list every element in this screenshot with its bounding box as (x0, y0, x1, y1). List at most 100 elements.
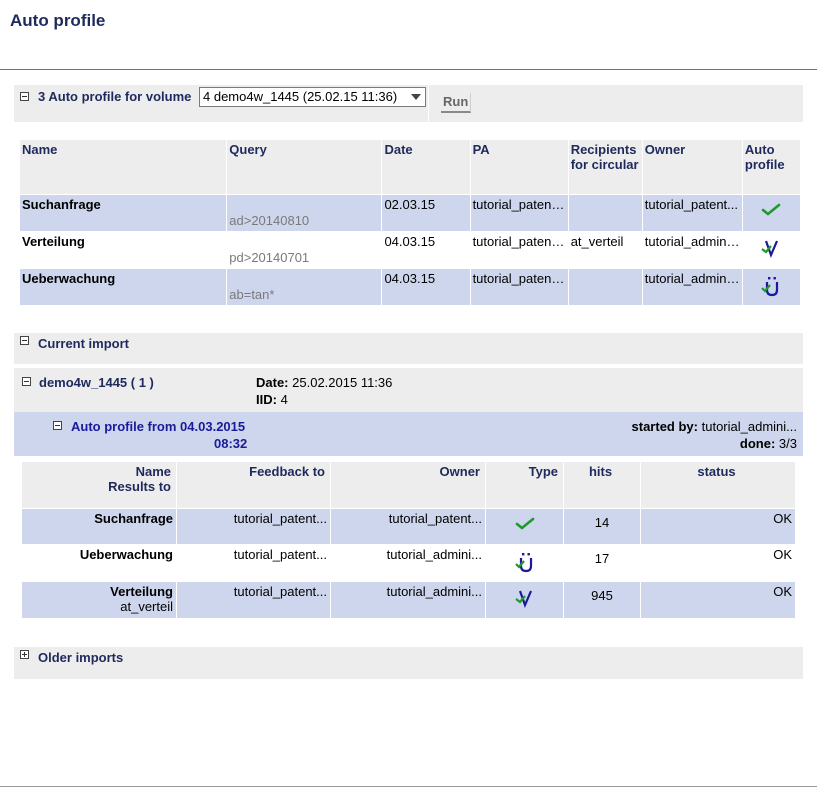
collapse-volume-icon[interactable] (22, 377, 31, 386)
check-icon[interactable] (761, 201, 781, 217)
import-iid-label: IID: (256, 392, 277, 407)
result-results-to: at_verteil (120, 599, 173, 614)
result-name[interactable]: Ueberwachung (22, 545, 176, 581)
result-owner: tutorial_patent... (331, 509, 485, 544)
results-table: Name Results to Feedback to Owner Type h… (21, 461, 796, 619)
col-date-header[interactable]: Date (382, 140, 470, 194)
result-status: OK (641, 509, 795, 544)
result-feedback: tutorial_patent... (177, 545, 330, 581)
col-results-to-label: Results to (108, 479, 171, 494)
result-feedback: tutorial_patent... (177, 509, 330, 544)
import-date: Date: 25.02.2015 11:36 (256, 375, 392, 390)
col-name-label: Name (135, 464, 171, 479)
result-name-text: Verteilung (110, 584, 173, 599)
profile-date: 02.03.15 (382, 195, 470, 231)
result-status: OK (641, 582, 795, 618)
done-value: 3/3 (778, 436, 797, 451)
col-hits-header[interactable]: hits (564, 462, 640, 508)
result-name[interactable]: Verteilung at_verteil (22, 582, 176, 618)
collapse-profiles-icon[interactable] (20, 92, 29, 101)
collapse-auto-profile-icon[interactable] (53, 421, 62, 430)
import-volume-name[interactable]: demo4w_1445 ( 1 ) (39, 375, 154, 390)
auto-profile-run-title[interactable]: Auto profile from 04.03.2015 (71, 419, 246, 434)
col-query-header[interactable]: Query (227, 140, 382, 194)
profile-owner: tutorial_admini... (642, 232, 742, 268)
import-date-label: Date: (256, 375, 289, 390)
result-status: OK (641, 545, 795, 581)
check-icon (515, 515, 535, 531)
toolbar-separator (428, 85, 429, 122)
started-by-value: tutorial_admini... (701, 419, 797, 434)
auto-profile-run-band (14, 412, 803, 456)
col-name-results-header[interactable]: Name Results to (22, 462, 176, 508)
col-status-header[interactable]: status (641, 462, 795, 508)
import-volume-row (14, 368, 803, 412)
profiles-table: Name Query Date PA Recipients for circul… (19, 139, 801, 306)
result-name-text: Suchanfrage (94, 511, 173, 526)
volume-select-value: 4 demo4w_1445 (25.02.15 11:36) (203, 89, 398, 104)
profile-query: ad>20140810 (227, 195, 382, 231)
result-feedback: tutorial_patent... (177, 582, 330, 618)
volume-select[interactable]: 4 demo4w_1445 (25.02.15 11:36) (199, 87, 426, 107)
started-by-label: started by: (631, 419, 698, 434)
footer-divider (0, 786, 817, 787)
done-count: done: 3/3 (740, 436, 797, 451)
result-hits: 14 (564, 509, 640, 544)
profile-recipients (568, 195, 642, 231)
profile-name[interactable]: Verteilung (20, 232, 227, 268)
table-row[interactable]: Ueberwachung ab=tan* 04.03.15 tutorial_p… (20, 269, 800, 305)
expand-older-imports-icon[interactable] (20, 650, 29, 659)
v-distribution-icon[interactable] (761, 238, 781, 258)
collapse-current-import-icon[interactable] (20, 336, 29, 345)
header-divider (0, 69, 817, 70)
run-button[interactable]: Run (441, 93, 472, 113)
current-import-label: Current import (38, 336, 129, 351)
table-row[interactable]: Verteilung at_verteil tutorial_patent...… (22, 582, 795, 618)
table-row[interactable]: Suchanfrage tutorial_patent... tutorial_… (22, 509, 795, 544)
result-hits: 17 (564, 545, 640, 581)
auto-profile-run-time: 08:32 (214, 436, 248, 451)
u-monitoring-icon[interactable] (761, 275, 781, 297)
col-pa-header[interactable]: PA (470, 140, 568, 194)
col-owner-header[interactable]: Owner (331, 462, 485, 508)
result-name[interactable]: Suchanfrage (22, 509, 176, 544)
col-feedback-header[interactable]: Feedback to (177, 462, 330, 508)
profile-query: pd>20140701 (227, 232, 382, 268)
profile-date: 04.03.15 (382, 269, 470, 305)
profile-pa: tutorial_patent... (470, 195, 568, 231)
v-distribution-icon (515, 588, 535, 608)
result-hits: 945 (564, 582, 640, 618)
profile-pa: tutorial_patent... (470, 269, 568, 305)
profile-name[interactable]: Suchanfrage (20, 195, 227, 231)
import-date-value: 25.02.2015 11:36 (292, 375, 393, 390)
profile-query: ab=tan* (227, 269, 382, 305)
current-import-header (14, 333, 803, 364)
profile-name[interactable]: Ueberwachung (20, 269, 227, 305)
table-row[interactable]: Ueberwachung tutorial_patent... tutorial… (22, 545, 795, 581)
page-title: Auto profile (10, 11, 106, 30)
profile-owner: tutorial_patent... (642, 195, 742, 231)
profile-recipients (568, 269, 642, 305)
profile-pa: tutorial_patent... (470, 232, 568, 268)
older-imports-label[interactable]: Older imports (38, 650, 124, 665)
u-monitoring-icon (515, 551, 535, 573)
older-imports-header (14, 647, 803, 679)
started-by: started by: tutorial_admini... (632, 419, 797, 434)
col-name-header[interactable]: Name (20, 140, 227, 194)
profile-date: 04.03.15 (382, 232, 470, 268)
import-iid: IID: 4 (256, 392, 288, 407)
import-iid-value: 4 (280, 392, 288, 407)
col-type-header[interactable]: Type (486, 462, 563, 508)
done-label: done: (739, 436, 776, 451)
col-owner-header[interactable]: Owner (642, 140, 742, 194)
result-name-text: Ueberwachung (79, 547, 173, 562)
profile-recipients: at_verteil (568, 232, 642, 268)
col-recipients-header[interactable]: Recipients for circular (568, 140, 642, 194)
table-row[interactable]: Verteilung pd>20140701 04.03.15 tutorial… (20, 232, 800, 268)
result-owner: tutorial_admini... (331, 582, 485, 618)
result-owner: tutorial_admini... (331, 545, 485, 581)
col-auto-profile-header[interactable]: Auto profile (742, 140, 800, 194)
chevron-down-icon (411, 94, 421, 100)
profiles-section-label: 3 Auto profile for volume (38, 89, 192, 104)
table-row[interactable]: Suchanfrage ad>20140810 02.03.15 tutoria… (20, 195, 800, 231)
